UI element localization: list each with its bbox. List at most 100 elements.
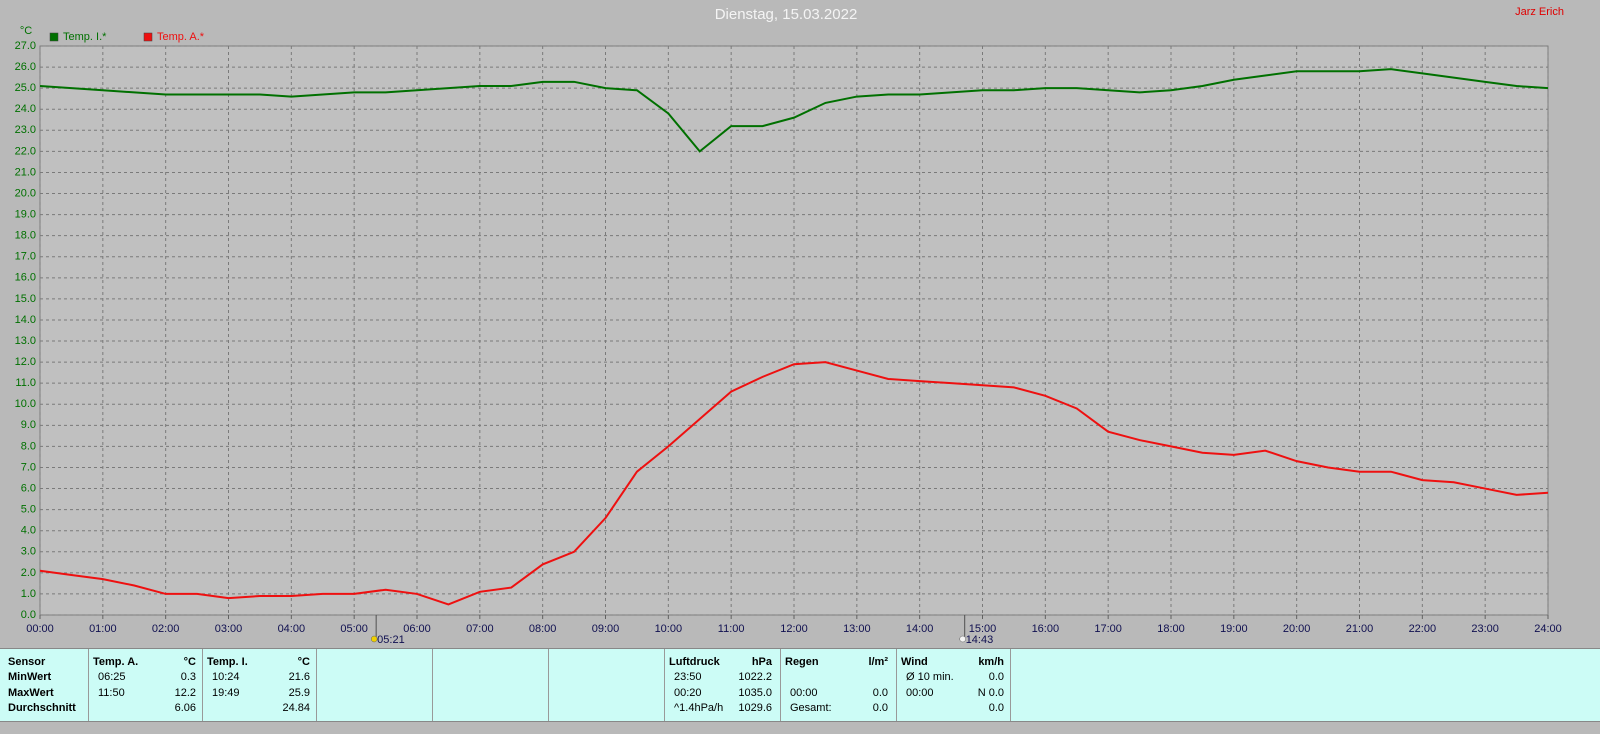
row-value: 12.2 [174, 687, 196, 699]
block-unit: hPa [751, 656, 772, 668]
row-value: 0.0 [872, 687, 888, 699]
row-time: 06:25 [98, 671, 126, 683]
x-tick-label: 13:00 [843, 623, 871, 635]
chart: Dienstag, 15.03.2022 Jarz Erich °C 0.0 1.… [15, 6, 1564, 646]
y-tick-label: 26.0 [15, 61, 36, 73]
block-title: Temp. A. [93, 656, 139, 668]
x-tick-label: 03:00 [215, 623, 243, 635]
block-unit: °C [297, 656, 310, 668]
y-tick-label: 27.0 [15, 40, 36, 52]
legend-swatch [49, 32, 59, 42]
x-tick-label: 14:00 [906, 623, 934, 635]
author: Jarz Erich [1515, 6, 1564, 18]
y-tick-label: 2.0 [21, 567, 36, 579]
column-separator [316, 649, 317, 721]
block-title: Luftdruck [669, 656, 720, 668]
y-tick-label: 18.0 [15, 230, 36, 242]
row-header: Sensor [8, 656, 46, 668]
x-tick-label: 07:00 [466, 623, 494, 635]
y-tick-label: 21.0 [15, 166, 36, 178]
x-tick-label: 10:00 [655, 623, 683, 635]
x-tick-label: 16:00 [1032, 623, 1060, 635]
row-value: 0.0 [988, 671, 1004, 683]
y-tick-label: 22.0 [15, 145, 36, 157]
block-unit: km/h [978, 656, 1004, 668]
x-tick-label: 12:00 [780, 623, 808, 635]
row-value: 1029.6 [738, 702, 772, 714]
x-tick-label: 15:00 [969, 623, 997, 635]
row-time: 00:00 [906, 687, 934, 699]
column-separator [202, 649, 203, 721]
x-tick-label: 11:00 [718, 623, 745, 635]
column-separator [1010, 649, 1011, 721]
column-separator [780, 649, 781, 721]
row-time: 23:50 [674, 671, 702, 683]
y-tick-label: 14.0 [15, 314, 36, 326]
x-tick-label: 05:00 [340, 623, 368, 635]
row-value: 0.0 [988, 702, 1004, 714]
row-label: Durchschnitt [8, 702, 76, 714]
y-tick-label: 11.0 [15, 377, 36, 389]
row-value: 24.84 [282, 702, 310, 714]
sun-time: 05:21 [377, 634, 405, 646]
x-tick-label: 06:00 [403, 623, 431, 635]
row-time: Ø 10 min. [906, 671, 954, 683]
y-tick-label: 16.0 [15, 272, 36, 284]
block-title: Regen [785, 656, 819, 668]
y-tick-label: 23.0 [15, 124, 36, 136]
column-separator [664, 649, 665, 721]
y-tick-label: 10.0 [15, 398, 36, 410]
y-tick-label: 24.0 [15, 103, 36, 115]
row-value: 21.6 [288, 671, 310, 683]
y-tick-label: 15.0 [15, 293, 36, 305]
x-tick-label: 02:00 [152, 623, 180, 635]
row-time: 11:50 [98, 687, 125, 699]
legend-label: Temp. I.* [63, 31, 107, 43]
y-tick-label: 9.0 [21, 419, 36, 431]
row-label: MaxWert [8, 687, 54, 699]
y-tick-label: 13.0 [15, 335, 36, 347]
row-value: 1035.0 [738, 687, 772, 699]
x-tick-label: 01:00 [89, 623, 117, 635]
column-separator [432, 649, 433, 721]
x-tick-label: 00:00 [26, 623, 54, 635]
y-tick-label: 4.0 [21, 525, 36, 537]
sun-icon [370, 635, 378, 643]
y-tick-label: 17.0 [15, 251, 36, 263]
y-tick-label: 20.0 [15, 187, 36, 199]
row-time: 19:49 [212, 687, 240, 699]
row-time: 00:00 [790, 687, 818, 699]
y-tick-label: 19.0 [15, 208, 36, 220]
row-value: 25.9 [288, 687, 310, 699]
block-title: Temp. I. [207, 656, 248, 668]
y-tick-label: 6.0 [21, 482, 36, 494]
column-separator [548, 649, 549, 721]
row-time: ^1.4hPa/h [674, 702, 724, 714]
column-separator [88, 649, 89, 721]
y-tick-label: 0.0 [21, 609, 36, 621]
block-unit: °C [183, 656, 196, 668]
y-tick-label: 1.0 [21, 588, 36, 600]
y-tick-label: 7.0 [21, 461, 36, 473]
sun-icon [959, 635, 966, 643]
y-tick-label: 12.0 [15, 356, 36, 368]
x-tick-label: 09:00 [592, 623, 620, 635]
chart-title: Dienstag, 15.03.2022 [715, 6, 858, 23]
row-value: 6.06 [174, 702, 196, 714]
x-tick-label: 18:00 [1157, 623, 1185, 635]
x-tick-label: 22:00 [1409, 623, 1437, 635]
row-time: Gesamt: [790, 702, 832, 714]
y-tick-label: 5.0 [21, 504, 36, 516]
legend-label: Temp. A.* [157, 31, 205, 43]
y-tick-label: 25.0 [15, 82, 36, 94]
series-line [39, 68, 1549, 153]
row-value: N 0.0 [977, 687, 1004, 699]
x-tick-label: 19:00 [1220, 623, 1248, 635]
x-tick-label: 08:00 [529, 623, 557, 635]
x-tick-label: 04:00 [278, 623, 306, 635]
block-unit: l/m² [868, 656, 888, 668]
y-tick-label: 8.0 [21, 440, 36, 452]
y-unit: °C [20, 25, 32, 37]
row-value: 0.3 [180, 671, 196, 683]
